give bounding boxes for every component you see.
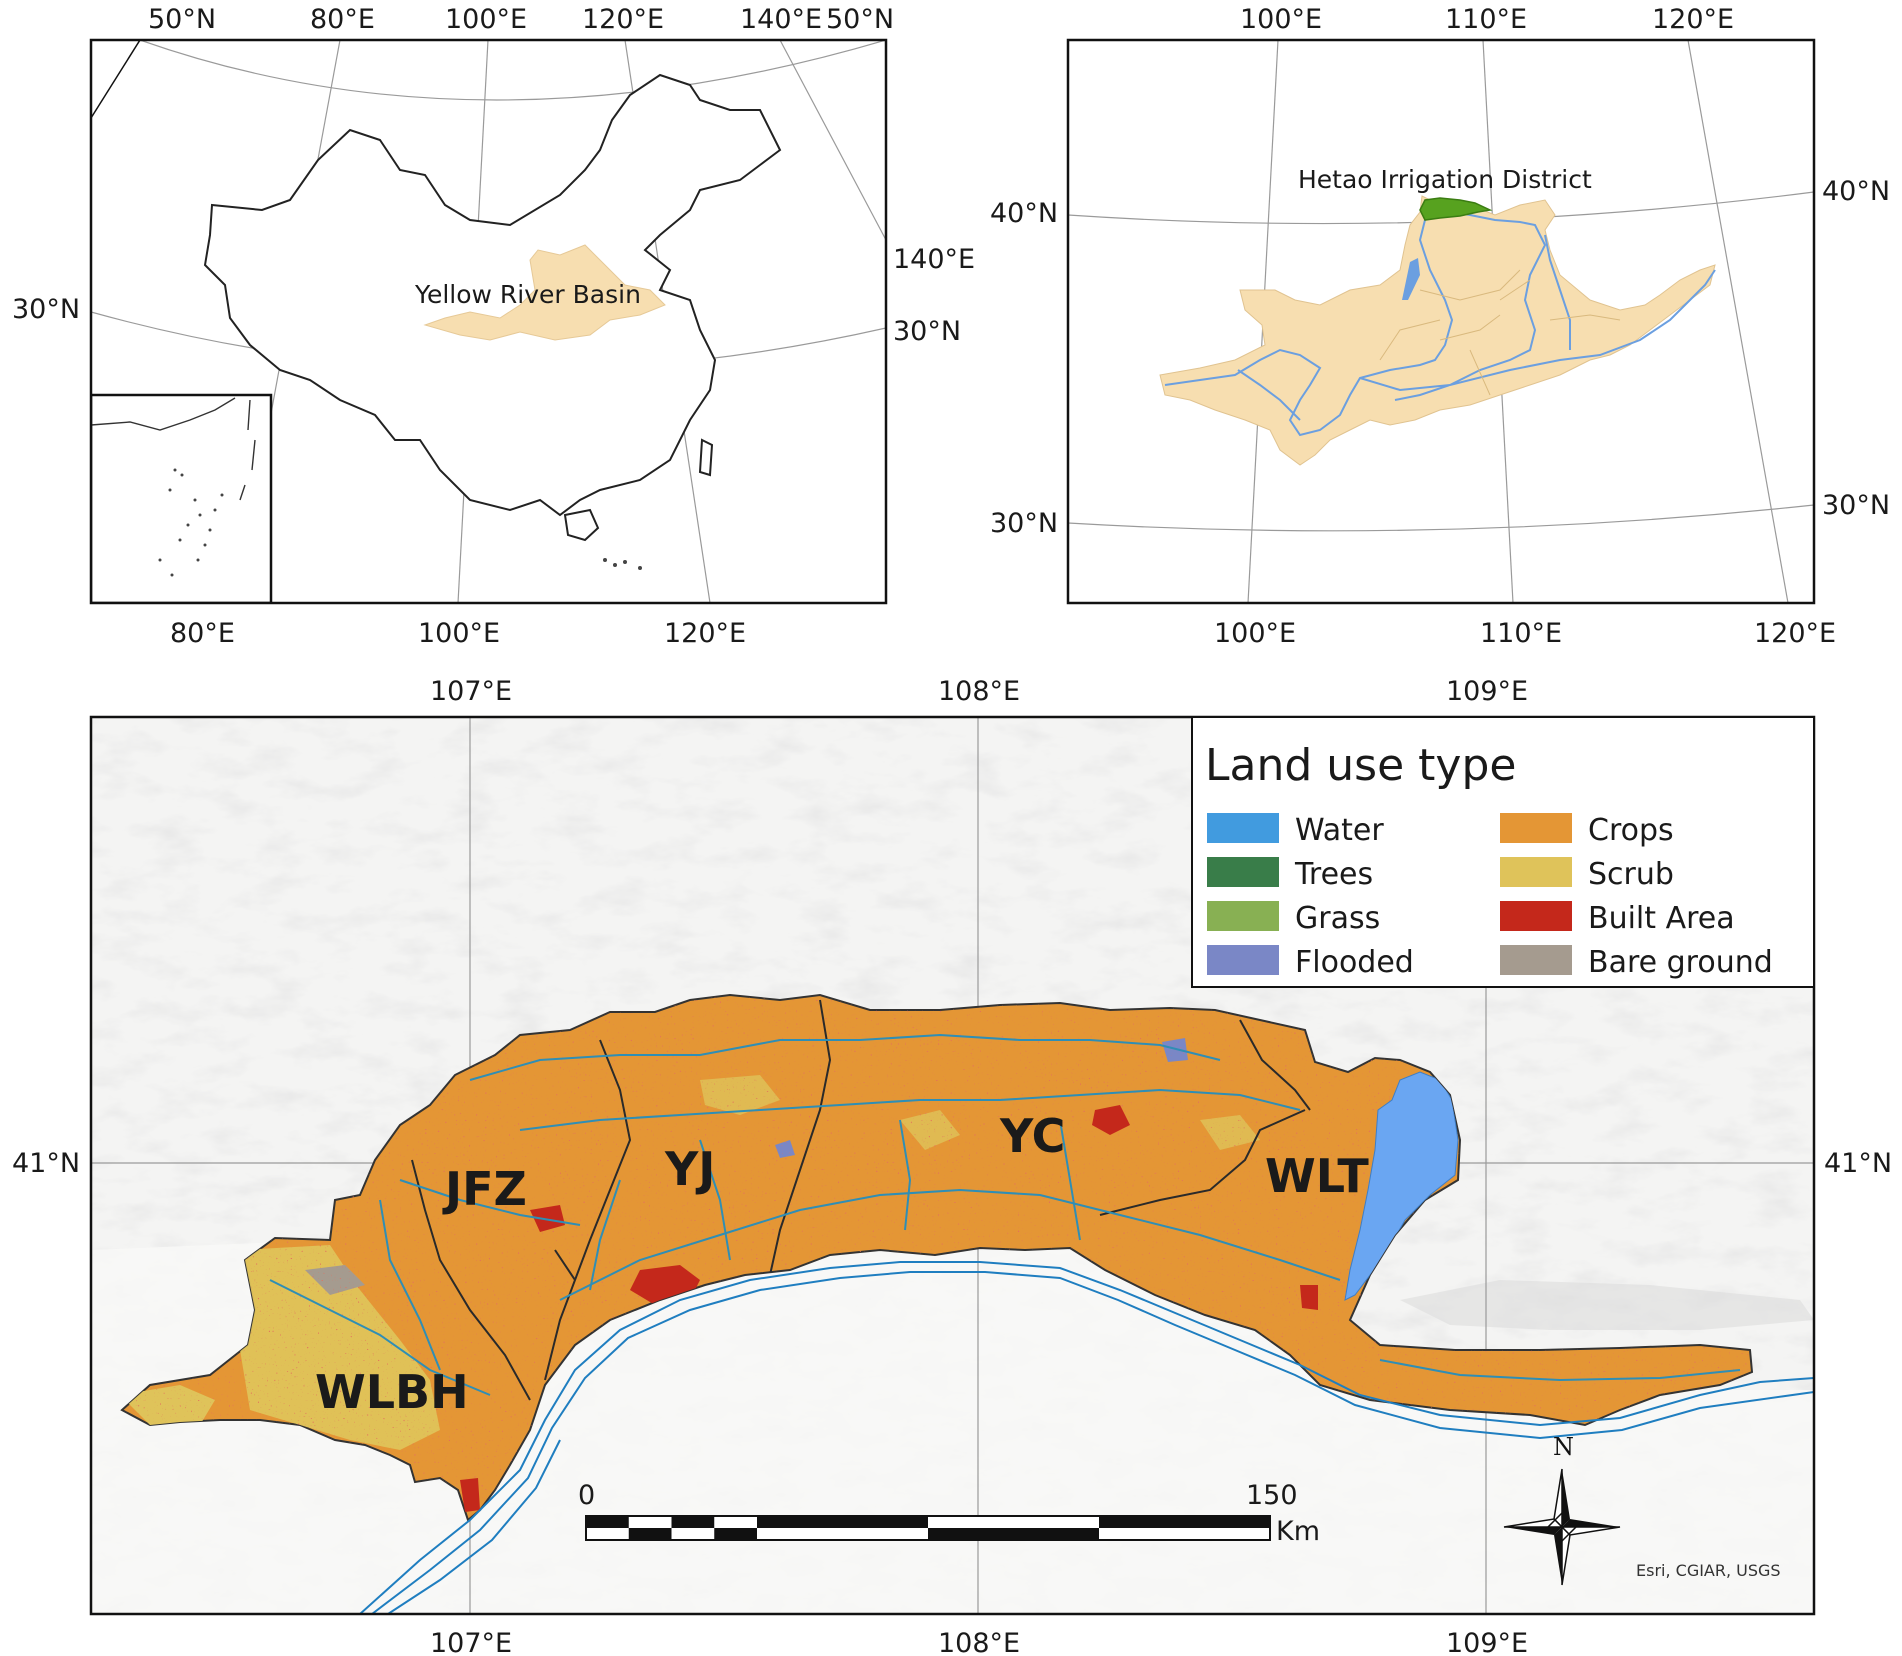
taiwan-island: [698, 438, 714, 477]
legend-label-scrub: Scrub: [1588, 857, 1674, 892]
land-use-map-hetao: WLBH JFZ YJ YC WLT 107°E 108°E 109°E 107…: [12, 676, 1892, 1656]
inset-islands: [158, 468, 224, 577]
irrigation-canals: [269, 1033, 1741, 1396]
panel-b-right-tick-1: 40°N: [1822, 176, 1890, 207]
panel-b-top-tick-3: 120°E: [1652, 4, 1734, 35]
scale-bar: 0 150 Km: [578, 1480, 1320, 1547]
legend-label-bare-ground: Bare ground: [1588, 945, 1773, 980]
panel-a-right-tick-1: 140°E: [893, 244, 975, 275]
panel-a-left-tick-1: 30°N: [12, 294, 80, 325]
ulansuhai-lake: [1344, 1071, 1459, 1301]
legend-label-built-area: Built Area: [1588, 901, 1735, 936]
yellow-river-basin-shape: [423, 244, 666, 341]
basin-map-yellow-river: Hetao Irrigation District 100°E 110°E 12…: [990, 4, 1890, 649]
panel-a-frame: [89, 38, 888, 605]
legend-label-flooded: Flooded: [1295, 945, 1414, 980]
district-borders: [411, 999, 1311, 1401]
panel-a-right-tick-2: 30°N: [893, 316, 961, 347]
legend-swatch-bare-ground: [1500, 945, 1572, 975]
panel-c-top-tick-3: 109°E: [1446, 676, 1528, 707]
panel-a-top-tick-6: 50°N: [826, 4, 894, 35]
legend-swatch-crops: [1500, 813, 1572, 843]
region-label-wlbh: WLBH: [315, 1365, 469, 1419]
legend-label-water: Water: [1295, 813, 1384, 848]
yellow-river-line: [1164, 208, 1716, 437]
south-china-sea-inset: [91, 393, 273, 603]
panel-b-bottom-tick-3: 120°E: [1754, 618, 1836, 649]
panel-c-top-tick-2: 108°E: [938, 676, 1020, 707]
panel-c-left-tick: 41°N: [12, 1148, 80, 1179]
panel-b-top-tick-2: 110°E: [1445, 4, 1527, 35]
hetao-district-label: Hetao Irrigation District: [1298, 165, 1592, 194]
legend-swatch-flooded: [1207, 945, 1279, 975]
map-credits: Esri, CGIAR, USGS: [1636, 1561, 1781, 1580]
panel-b-bottom-tick-2: 110°E: [1480, 618, 1562, 649]
china-boundary: [203, 73, 782, 517]
legend-swatch-grass: [1207, 901, 1279, 931]
yellow-river-basin-label: Yellow River Basin: [414, 280, 641, 309]
panel-c-bottom-tick-3: 109°E: [1446, 1628, 1528, 1656]
panel-a-top-tick-1: 50°N: [148, 4, 216, 35]
hetao-district-shape: [1419, 197, 1493, 221]
panel-a-bottom-tick-1: 80°E: [170, 618, 235, 649]
panel-b-left-tick-1: 40°N: [990, 198, 1058, 229]
legend-label-grass: Grass: [1295, 901, 1380, 936]
panel-a-top-tick-2: 80°E: [310, 4, 375, 35]
legend-swatch-water: [1207, 813, 1279, 843]
panel-b-left-tick-2: 30°N: [990, 508, 1058, 539]
land-use-legend: Land use type Water Trees Grass Flooded Crop…: [1191, 716, 1815, 988]
legend-title: Land use type: [1205, 740, 1516, 791]
panel-b-bottom-tick-1: 100°E: [1214, 618, 1296, 649]
scale-end-label: 150: [1246, 1480, 1298, 1511]
panel-a-bottom-tick-2: 100°E: [418, 618, 500, 649]
region-label-wlt: WLT: [1265, 1149, 1369, 1203]
legend-swatch-built-area: [1500, 901, 1572, 931]
panel-c-bottom-tick-1: 107°E: [430, 1628, 512, 1656]
yellow-river-basin-polygon: [1159, 195, 1716, 466]
panel-c-top-tick-1: 107°E: [430, 676, 512, 707]
panel-b-frame: [1066, 38, 1816, 605]
overview-map-china: Yellow River Basin 50°N 80°E 100°E 120°E…: [12, 4, 975, 649]
panel-a-top-tick-3: 100°E: [445, 4, 527, 35]
region-label-jfz: JFZ: [442, 1162, 527, 1216]
legend-swatch-trees: [1207, 857, 1279, 887]
legend-label-crops: Crops: [1588, 813, 1674, 848]
panel-b-top-tick-1: 100°E: [1240, 4, 1322, 35]
north-arrow: N: [1503, 1433, 1621, 1586]
hainan-island: [563, 508, 600, 542]
panel-a-top-tick-4: 120°E: [582, 4, 664, 35]
yellow-river-channels: [359, 1261, 1814, 1614]
legend-box: [1191, 716, 1815, 988]
north-label: N: [1553, 1433, 1574, 1461]
panel-a-bottom-tick-3: 120°E: [664, 618, 746, 649]
panel-c-frame: [89, 715, 1816, 1616]
panel-c-right-tick: 41°N: [1824, 1148, 1892, 1179]
panel-a-top-tick-5: 140°E: [740, 4, 822, 35]
scale-unit-label: Km: [1276, 1516, 1320, 1547]
panel-c-bottom-tick-2: 108°E: [938, 1628, 1020, 1656]
panel-b-right-tick-2: 30°N: [1822, 490, 1890, 521]
region-label-yc: YC: [999, 1109, 1065, 1163]
scale-start-label: 0: [578, 1480, 595, 1511]
legend-swatch-scrub: [1500, 857, 1572, 887]
region-label-yj: YJ: [664, 1142, 715, 1196]
legend-label-trees: Trees: [1294, 857, 1373, 892]
